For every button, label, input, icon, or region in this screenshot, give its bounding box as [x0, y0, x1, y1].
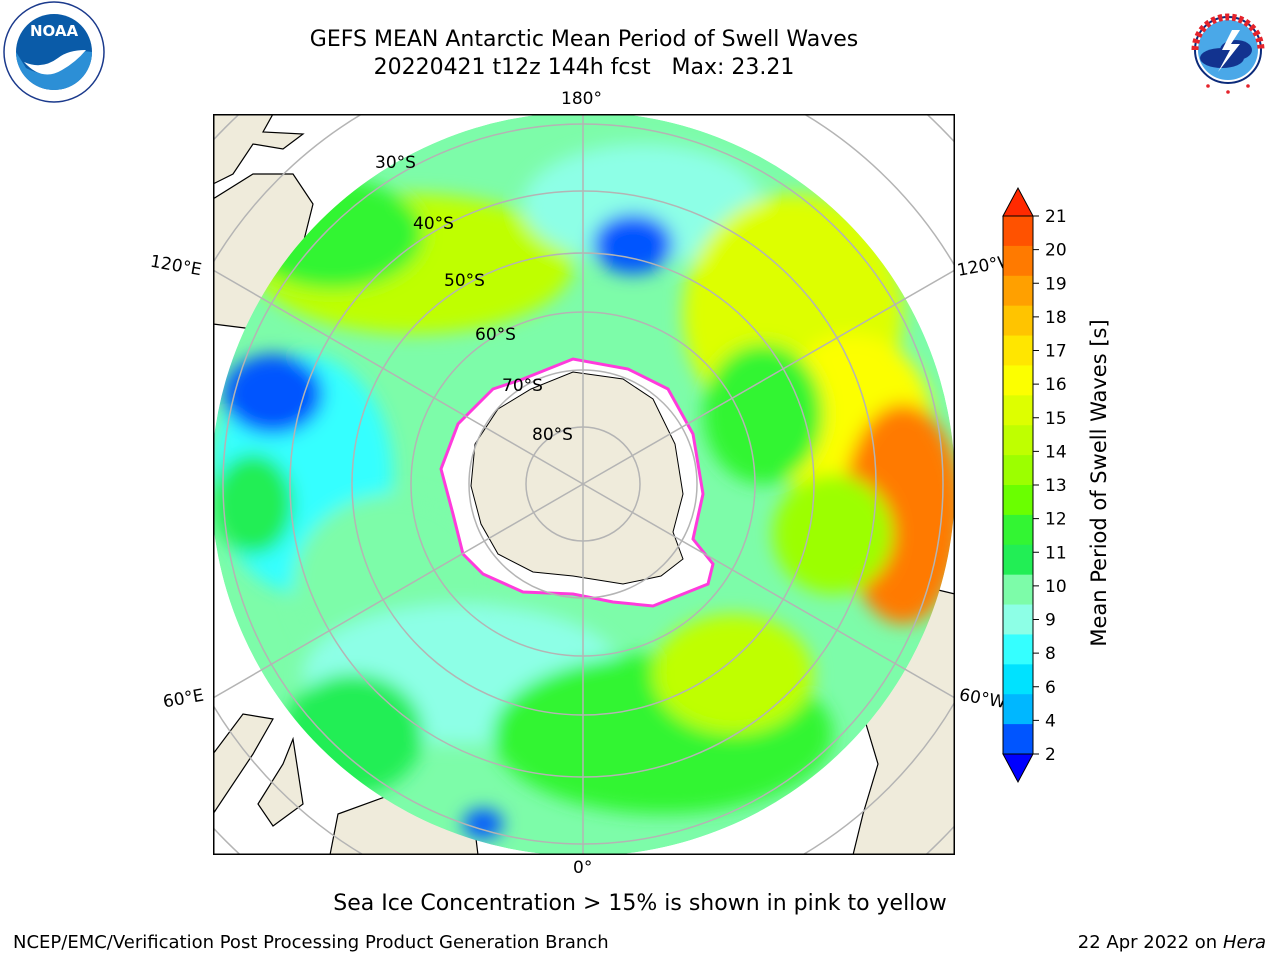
colorbar-segment: [1003, 305, 1033, 337]
colorbar-ticks: 21 20 19 18 17 16 15 14 13 12 11 10 9 8 6 4 2: [1033, 207, 1067, 765]
lon-label-left-lower: 60°E: [161, 685, 206, 713]
plot-title: GEFS MEAN Antarctic Mean Period of Swell…: [309, 27, 859, 52]
lon-label-left-upper: 120°E: [148, 251, 204, 281]
colorbar-tick-label: 18: [1045, 308, 1067, 328]
colorbar-tick-label: 14: [1045, 442, 1067, 462]
colorbar-segment: [1003, 574, 1033, 606]
nws-logo: [1180, 2, 1276, 98]
colorbar-tick-label: 4: [1045, 711, 1056, 731]
colorbar-segment: [1003, 544, 1033, 576]
colorbar-tick-label: 2: [1045, 745, 1056, 765]
colorbar: 21 20 19 18 17 16 15 14 13 12 11 10 9 8 6 4 2 Mean Perio…: [1002, 186, 1111, 784]
footer-left: NCEP/EMC/Verification Post Processing Pr…: [13, 932, 609, 953]
lat-label-30: 30°S: [375, 153, 416, 173]
colorbar-tick-label: 10: [1045, 577, 1067, 597]
sea-ice-note: Sea Ice Concentration > 15% is shown in …: [333, 891, 947, 916]
colorbar-segment: [1003, 425, 1033, 456]
colorbar-arrow-top: [1002, 186, 1034, 217]
colorbar-tick-label: 8: [1045, 644, 1056, 664]
colorbar-segment: [1003, 485, 1033, 516]
colorbar-tick-label: 16: [1045, 375, 1067, 395]
lon-label-top: 180°: [561, 89, 602, 109]
colorbar-segment: [1003, 604, 1033, 635]
lat-label-40: 40°S: [413, 214, 454, 234]
colorbar-segment: [1003, 514, 1033, 546]
colorbar-arrow-bottom: [1002, 753, 1034, 784]
lat-label-80: 80°S: [532, 425, 573, 445]
colorbar-tick-label: 12: [1045, 510, 1067, 530]
colorbar-tick-label: 13: [1045, 476, 1067, 496]
lat-label-70: 70°S: [502, 376, 543, 396]
colorbar-segment: [1003, 455, 1033, 486]
lat-label-60: 60°S: [475, 325, 516, 345]
noaa-logo-text: NOAA: [30, 22, 79, 40]
polar-map: 30°S 40°S 50°S 60°S 70°S 80°S: [213, 114, 955, 855]
colorbar-segment: [1003, 694, 1033, 725]
colorbar-tick-label: 19: [1045, 274, 1067, 294]
colorbar-segment: [1003, 634, 1033, 665]
colorbar-tick-label: 20: [1045, 241, 1067, 261]
latitude-labels: 30°S 40°S 50°S 60°S 70°S 80°S: [375, 153, 573, 445]
colorbar-tick-label: 17: [1045, 342, 1067, 362]
colorbar-segment: [1003, 365, 1033, 396]
noaa-logo: NOAA: [3, 1, 105, 103]
map-frame: [213, 114, 955, 855]
colorbar-tick-label: 15: [1045, 409, 1067, 429]
footer-right: 22 Apr 2022 on Hera: [1078, 932, 1266, 953]
colorbar-segment: [1003, 664, 1033, 695]
colorbar-tick-label: 21: [1045, 207, 1067, 227]
colorbar-segment: [1003, 245, 1033, 277]
lon-label-bottom: 0°: [573, 858, 593, 878]
colorbar-tick-label: 9: [1045, 611, 1056, 631]
colorbar-segment: [1003, 724, 1033, 755]
colorbar-tick-label: 6: [1045, 678, 1056, 698]
colorbar-segment: [1003, 395, 1033, 426]
colorbar-segment: [1003, 275, 1033, 307]
footer-date: 22 Apr 2022 on: [1077, 932, 1223, 953]
colorbar-segments: [1002, 186, 1034, 784]
colorbar-segment: [1003, 335, 1033, 366]
longitude-gridlines: [213, 114, 955, 855]
colorbar-label: Mean Period of Swell Waves [s]: [1087, 319, 1111, 646]
colorbar-tick-label: 11: [1045, 543, 1067, 563]
colorbar-segment: [1003, 216, 1033, 247]
footer-machine: Hera: [1222, 932, 1266, 953]
plot-subtitle: 20220421 t12z 144h fcst Max: 23.21: [373, 55, 795, 80]
lat-label-50: 50°S: [444, 271, 485, 291]
